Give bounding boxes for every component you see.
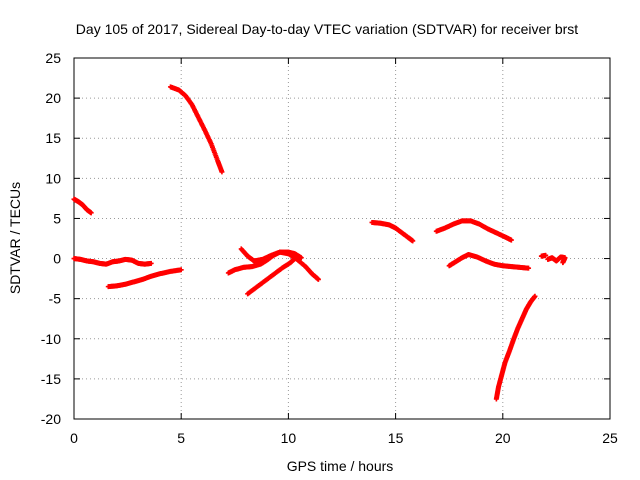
- y-tick-label: -15: [41, 371, 61, 387]
- data-point: [148, 260, 154, 266]
- series-arc-3: [105, 267, 184, 290]
- series-arc-12: [538, 252, 549, 259]
- data-point: [543, 252, 549, 258]
- x-tick-label: 10: [281, 430, 297, 446]
- plot-frame: [73, 57, 611, 420]
- series-arc-11: [493, 293, 538, 402]
- data-point: [526, 265, 532, 271]
- x-tick-label: 0: [70, 430, 78, 446]
- chart-title: Day 105 of 2017, Sidereal Day-to-day VTE…: [76, 21, 578, 37]
- series-arc-6: [238, 246, 321, 282]
- series-arc-8: [369, 219, 416, 244]
- data-point: [88, 210, 94, 216]
- y-axis-label: SDTVAR / TECUs: [7, 182, 23, 294]
- y-tick-label: 10: [45, 170, 61, 186]
- series-arc-2: [71, 256, 154, 267]
- y-tick-label: 0: [53, 251, 61, 267]
- data-point: [315, 276, 321, 282]
- data-points: [71, 84, 568, 402]
- y-tick-label: -5: [49, 291, 62, 307]
- y-tick-label: 5: [53, 210, 61, 226]
- axis-ticks: 0 5 10 15 20 25 25 20 15 10 5 0 -5 -10 -15 -20: [41, 50, 618, 446]
- x-tick-label: 20: [495, 430, 511, 446]
- data-point: [532, 293, 538, 299]
- data-point: [219, 169, 225, 175]
- y-tick-label: -20: [41, 411, 61, 427]
- data-point: [298, 255, 304, 261]
- y-tick-label: -10: [41, 331, 61, 347]
- x-tick-label: 5: [177, 430, 185, 446]
- y-tick-label: 20: [45, 90, 61, 106]
- data-point: [508, 237, 514, 243]
- y-tick-label: 25: [45, 50, 61, 66]
- series-arc-13: [545, 254, 568, 266]
- series-arc-7: [245, 256, 298, 297]
- series-arc-1: [71, 196, 94, 216]
- data-point: [560, 260, 566, 266]
- series-arc-4: [167, 84, 225, 175]
- x-tick-label: 25: [602, 430, 618, 446]
- series-arc-10: [446, 252, 532, 271]
- series-arc-9: [433, 218, 514, 243]
- data-point: [292, 256, 298, 262]
- data-point: [410, 238, 416, 244]
- grid-lines: [74, 58, 610, 419]
- x-axis-label: GPS time / hours: [287, 458, 394, 474]
- data-point: [178, 267, 184, 273]
- x-tick-label: 15: [388, 430, 404, 446]
- y-tick-label: 15: [45, 130, 61, 146]
